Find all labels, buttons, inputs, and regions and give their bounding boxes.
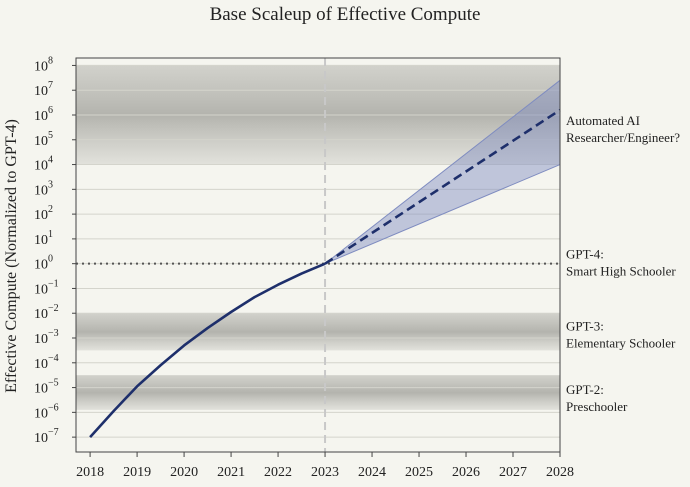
x-tick-label: 2021 bbox=[217, 465, 245, 480]
annotation-3-line-0: GPT-2: bbox=[566, 382, 604, 397]
y-tick-label: 101 bbox=[34, 229, 53, 248]
x-tick-label: 2024 bbox=[358, 465, 386, 480]
x-tick-label: 2025 bbox=[405, 465, 433, 480]
x-tick-label: 2022 bbox=[264, 465, 292, 480]
shaded-band-1 bbox=[76, 313, 560, 351]
series-line-1 bbox=[324, 108, 561, 265]
y-tick-label: 10−3 bbox=[34, 328, 59, 347]
y-tick-label: 10−1 bbox=[34, 278, 59, 297]
plot-frame bbox=[75, 57, 561, 453]
y-tick-label: 105 bbox=[34, 130, 53, 149]
y-tick-label: 107 bbox=[34, 80, 53, 99]
x-tick-label: 2023 bbox=[311, 465, 339, 480]
y-tick-label: 103 bbox=[34, 179, 53, 198]
chart-title: Base Scaleup of Effective Compute bbox=[209, 4, 481, 25]
y-tick-label: 10−6 bbox=[34, 402, 59, 421]
annotation-1-line-0: GPT-4: bbox=[566, 247, 604, 262]
y-tick-label: 10−4 bbox=[34, 353, 59, 372]
y-tick-label: 102 bbox=[34, 204, 53, 223]
y-tick-label: 10−7 bbox=[34, 427, 59, 446]
x-tick-label: 2019 bbox=[123, 465, 151, 480]
y-tick-label: 10−5 bbox=[34, 378, 59, 397]
x-tick-label: 2018 bbox=[76, 465, 104, 480]
annotation-2-line-1: Elementary Schooler bbox=[566, 336, 676, 351]
annotation-0-line-0: Automated AI bbox=[566, 113, 640, 128]
annotation-2-line-0: GPT-3: bbox=[566, 319, 604, 334]
x-tick-label: 2028 bbox=[546, 465, 574, 480]
series-line-0 bbox=[89, 262, 326, 439]
y-tick-label: 100 bbox=[34, 254, 53, 273]
x-tick-label: 2020 bbox=[170, 465, 198, 480]
y-tick-label: 104 bbox=[34, 155, 53, 174]
y-tick-label: 106 bbox=[34, 105, 53, 124]
x-tick-label: 2026 bbox=[452, 465, 480, 480]
annotation-1-line-1: Smart High Schooler bbox=[566, 264, 676, 279]
annotation-3-line-1: Preschooler bbox=[566, 399, 628, 414]
x-tick-label: 2027 bbox=[499, 465, 527, 480]
annotation-0-line-1: Researcher/Engineer? bbox=[566, 130, 680, 145]
y-tick-label: 108 bbox=[34, 55, 53, 74]
shaded-band-2 bbox=[76, 375, 560, 410]
y-tick-label: 10−2 bbox=[34, 303, 59, 322]
